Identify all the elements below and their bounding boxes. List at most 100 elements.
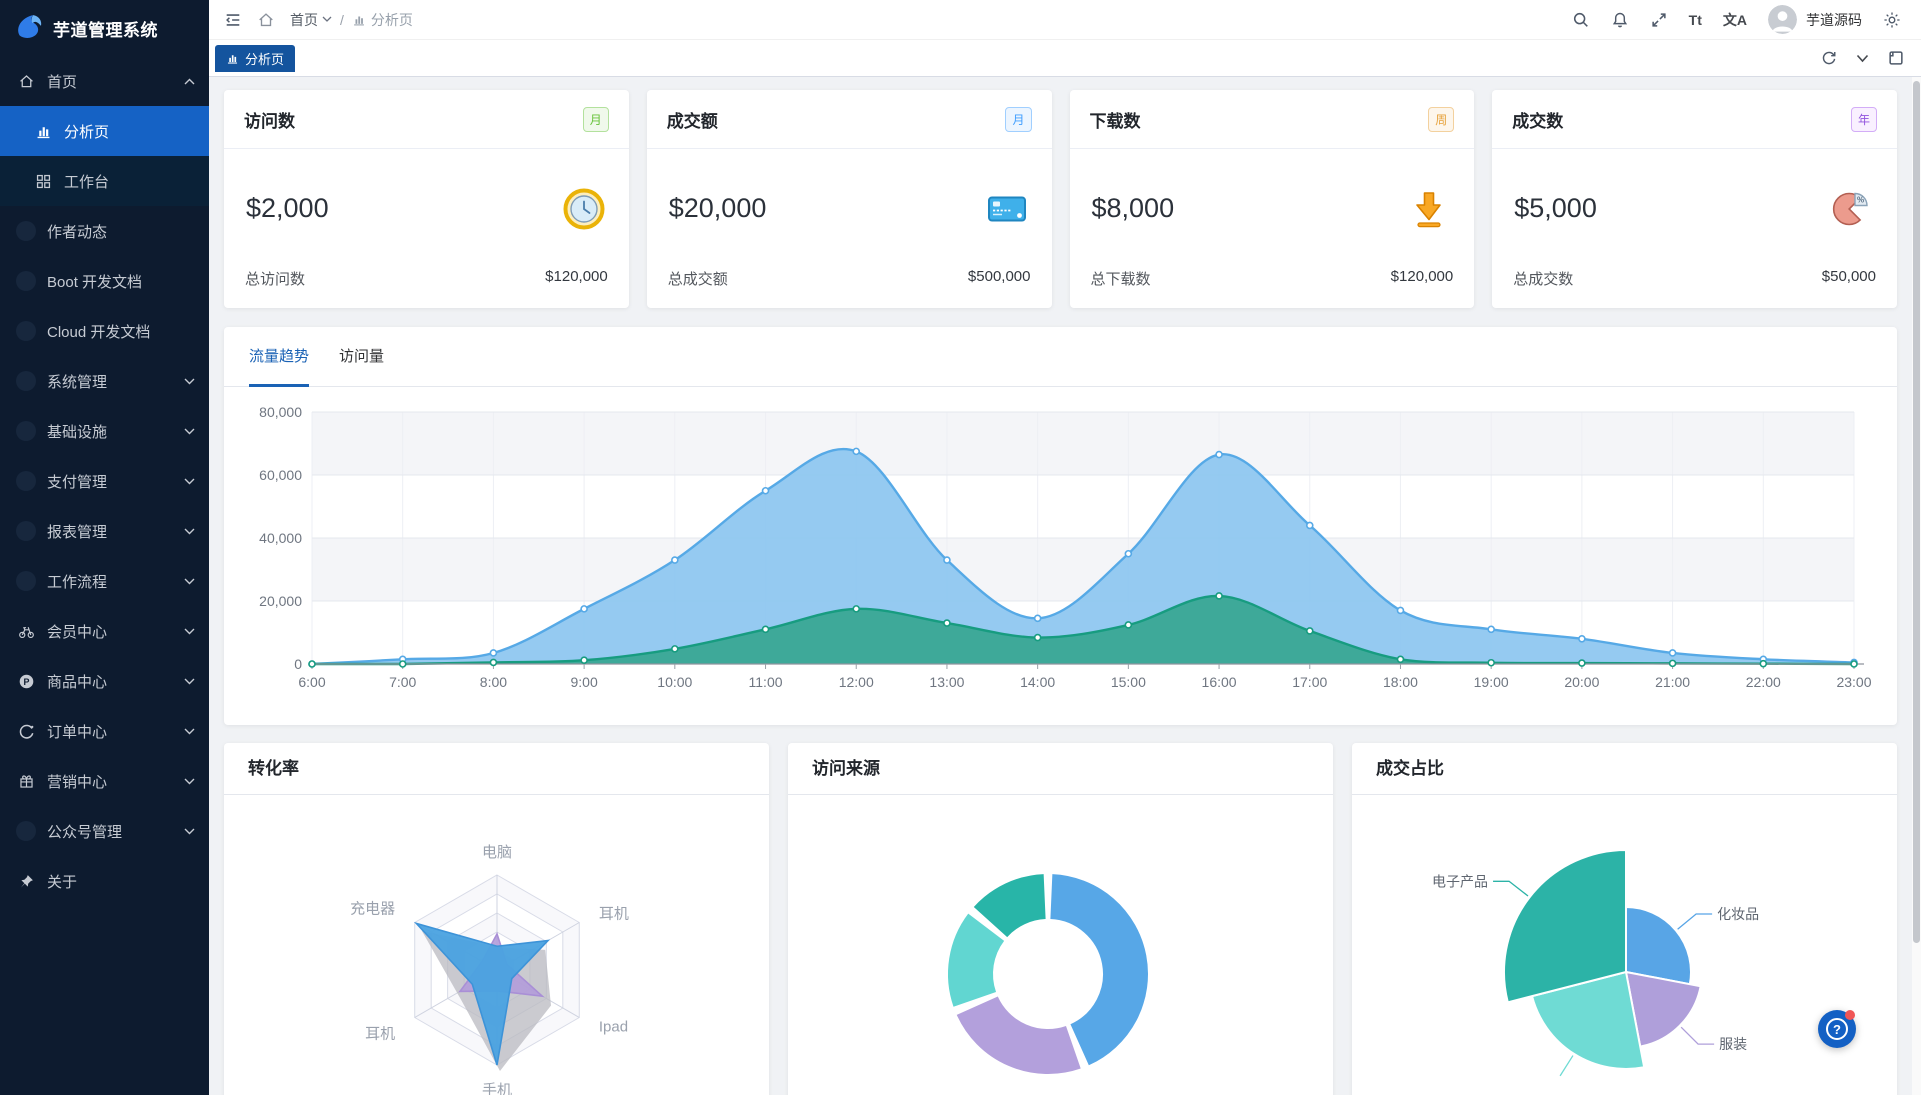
pie-icon: % [1829, 186, 1875, 232]
sidebar-item-公众号管理[interactable]: 公众号管理 [0, 806, 209, 856]
bank-card-icon [984, 186, 1030, 232]
stat-footer-value: $500,000 [967, 268, 1031, 285]
stat-card-title: 成交数 [1512, 111, 1564, 131]
sidebar-item-首页[interactable]: 首页 [0, 56, 209, 106]
maximize-icon[interactable] [1887, 49, 1905, 67]
svg-text:P: P [23, 676, 29, 686]
user-avatar[interactable] [1768, 5, 1797, 34]
dot-icon [16, 821, 36, 841]
svg-text:17:00: 17:00 [1292, 674, 1327, 690]
sidebar-item-工作台[interactable]: 工作台 [0, 156, 209, 206]
refresh-icon[interactable] [1820, 49, 1838, 67]
visit-source-panel: 访问来源 [788, 743, 1333, 1095]
svg-text:化妆品: 化妆品 [1717, 906, 1759, 922]
stat-card-title: 成交额 [666, 111, 718, 131]
help-icon: ? [1826, 1018, 1848, 1040]
sidebar-item-Cloud 开发文档[interactable]: Cloud 开发文档 [0, 306, 209, 356]
stat-footer-value: $50,000 [1821, 268, 1876, 285]
stat-footer-label: 总成交数 [1513, 271, 1574, 288]
home-icon[interactable] [257, 11, 275, 29]
username[interactable]: 芋道源码 [1806, 11, 1862, 28]
help-button[interactable]: ? [1818, 1010, 1856, 1048]
sidebar-item-分析页[interactable]: 分析页 [0, 106, 209, 156]
sidebar-item-订单中心[interactable]: 订单中心 [0, 706, 209, 756]
p-circle-icon: P [16, 671, 36, 691]
breadcrumb-separator: / [340, 11, 344, 28]
scrollbar-track[interactable] [1912, 77, 1921, 1095]
svg-text:80,000: 80,000 [259, 404, 302, 420]
search-icon[interactable] [1572, 11, 1590, 29]
traffic-trend-card: 流量趋势 访问量 0 20,000 40,000 60,000 80,000 6:00 7:0… [224, 327, 1897, 725]
stat-card-成交额: 成交额 月 $20,000 总成交额 $500,000 [646, 90, 1052, 308]
deal-share-panel: 成交占比 化妆品 服装 电子产品 [1352, 743, 1897, 1095]
top-navbar: 首页 / 分析页 Tt 文A 芋道源码 [209, 0, 1921, 40]
bar-chart-icon [353, 16, 364, 25]
dot-icon [16, 421, 36, 441]
breadcrumb-home[interactable]: 首页 [290, 10, 332, 30]
breadcrumb-current: 分析页 [352, 10, 413, 30]
sidebar-item-作者动态[interactable]: 作者动态 [0, 206, 209, 256]
svg-text:7:00: 7:00 [389, 674, 416, 690]
main-content: 访问数 月 $2,000 总访问数 $120,000 成交额 月 $20,000 总成交额 $50… [209, 77, 1921, 1095]
sidebar-item-label: 营销中心 [47, 773, 108, 791]
svg-text:10:00: 10:00 [657, 674, 692, 690]
app-logo[interactable]: 芋道管理系统 [0, 0, 209, 56]
dot-icon [16, 471, 36, 491]
stat-footer-value: $120,000 [545, 268, 608, 285]
sidebar-item-营销中心[interactable]: 营销中心 [0, 756, 209, 806]
sidebar-item-支付管理[interactable]: 支付管理 [0, 456, 209, 506]
dot-icon [16, 221, 36, 241]
sidebar-item-会员中心[interactable]: 会员中心 [0, 606, 209, 656]
e-circle-icon [16, 721, 36, 741]
settings-gear-icon[interactable] [1883, 11, 1901, 29]
sidebar-item-label: 订单中心 [47, 723, 108, 741]
chevron-down-icon [184, 478, 195, 485]
svg-text:60,000: 60,000 [259, 467, 302, 483]
svg-text:Ipad: Ipad [599, 1019, 628, 1036]
menu-fold-icon[interactable] [224, 11, 242, 29]
bike-icon [16, 621, 36, 641]
fullscreen-icon[interactable] [1650, 11, 1668, 29]
sidebar-item-Boot 开发文档[interactable]: Boot 开发文档 [0, 256, 209, 306]
sidebar-item-商品中心[interactable]: P 商品中心 [0, 656, 209, 706]
sidebar-item-基础设施[interactable]: 基础设施 [0, 406, 209, 456]
sidebar-item-label: 公众号管理 [47, 823, 123, 841]
svg-text:0: 0 [294, 656, 302, 672]
svg-text:服装: 服装 [1719, 1036, 1747, 1052]
bottom-panels-row: 转化率 电脑 耳机 Ipad 手机 耳机 充电器 访问来源 成交占比 化妆品 服装 电子产品 [224, 743, 1897, 1095]
tab-analysis-page[interactable]: 分析页 [215, 44, 296, 72]
svg-text:耳机: 耳机 [365, 1026, 395, 1043]
chevron-down-icon [184, 678, 195, 685]
svg-text:13:00: 13:00 [929, 674, 964, 690]
trend-tab-流量趋势[interactable]: 流量趋势 [249, 328, 310, 387]
sidebar-menu: 首页 分析页 工作台 作者动态 Boot 开发文档 Cloud 开发文档 系统管理基础设施支… [0, 56, 209, 906]
locale-switch-icon[interactable]: 文A [1722, 11, 1747, 28]
scrollbar-thumb[interactable] [1913, 81, 1920, 943]
svg-text:22:00: 22:00 [1746, 674, 1781, 690]
chevron-down-icon [322, 16, 332, 22]
visit-source-donut-chart [948, 874, 1148, 1074]
breadcrumb: 首页 / 分析页 [290, 10, 413, 30]
notification-bell-icon[interactable] [1611, 11, 1629, 29]
sidebar-item-报表管理[interactable]: 报表管理 [0, 506, 209, 556]
sidebar-item-系统管理[interactable]: 系统管理 [0, 356, 209, 406]
svg-text:40,000: 40,000 [259, 530, 302, 546]
sidebar-item-label: Boot 开发文档 [47, 273, 143, 291]
period-badge: 年 [1850, 106, 1877, 132]
chevron-down-icon[interactable] [1856, 54, 1869, 63]
svg-text:充电器: 充电器 [350, 901, 395, 918]
stat-card-value: $20,000 [668, 193, 767, 223]
stat-card-成交数: 成交数 年 $5,000% 总成交数 $50,000 [1492, 90, 1897, 308]
traffic-trend-chart: 0 20,000 40,000 60,000 80,000 6:00 7:00 8:00 9:0… [259, 404, 1872, 690]
grid-icon [33, 171, 53, 191]
help-badge-dot [1845, 1010, 1855, 1020]
sidebar-item-工作流程[interactable]: 工作流程 [0, 556, 209, 606]
sidebar-item-label: 基础设施 [47, 423, 108, 441]
sidebar-item-关于[interactable]: 关于 [0, 856, 209, 906]
svg-text:12:00: 12:00 [839, 674, 874, 690]
font-size-icon[interactable]: Tt [1688, 11, 1702, 28]
trend-tab-访问量[interactable]: 访问量 [339, 348, 385, 365]
stat-cards-row: 访问数 月 $2,000 总访问数 $120,000 成交额 月 $20,000 总成交额 $50… [224, 90, 1897, 308]
chevron-down-icon [184, 628, 195, 635]
